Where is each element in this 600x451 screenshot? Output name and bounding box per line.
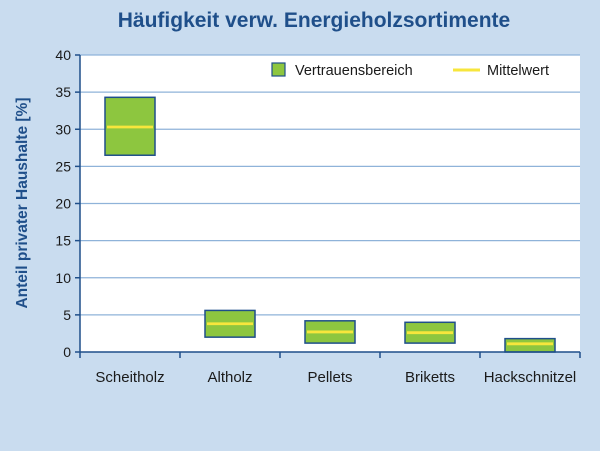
y-tick-label: 15 — [55, 233, 71, 249]
y-tick-label: 40 — [55, 47, 71, 63]
y-tick-labels: 0 5 10 15 20 25 30 35 40 — [55, 47, 71, 360]
x-tick-label: Scheitholz — [95, 369, 164, 386]
gridlines — [80, 54, 580, 316]
range-bar — [504, 337, 556, 353]
y-tick-label: 30 — [55, 121, 71, 137]
y-tick-label: 35 — [55, 84, 71, 100]
y-tick-label: 5 — [63, 307, 71, 323]
legend: Vertrauensbereich Mittelwert — [271, 62, 549, 79]
y-tick-label: 10 — [55, 270, 71, 286]
x-tick-label: Briketts — [405, 369, 455, 386]
x-tick-labels: Scheitholz Altholz Pellets Briketts Hackschn… — [95, 369, 576, 386]
chart-title: Häufigkeit verw. Energieholzsortimente — [118, 9, 510, 32]
y-axis-label: Anteil privater Haushalte [%] — [14, 97, 31, 308]
x-tick-label: Hackschnitzel — [484, 369, 577, 386]
axes — [75, 54, 581, 358]
y-tick-label: 20 — [55, 196, 71, 212]
y-tick-label: 25 — [55, 158, 71, 174]
x-tick-label: Pellets — [307, 369, 352, 386]
y-tick-label: 0 — [63, 344, 71, 360]
x-tick-label: Altholz — [207, 369, 252, 386]
legend-label-mean: Mittelwert — [487, 63, 549, 79]
legend-label-range: Vertrauensbereich — [295, 63, 413, 79]
legend-swatch-range — [271, 62, 286, 77]
mean-lines — [107, 125, 553, 346]
